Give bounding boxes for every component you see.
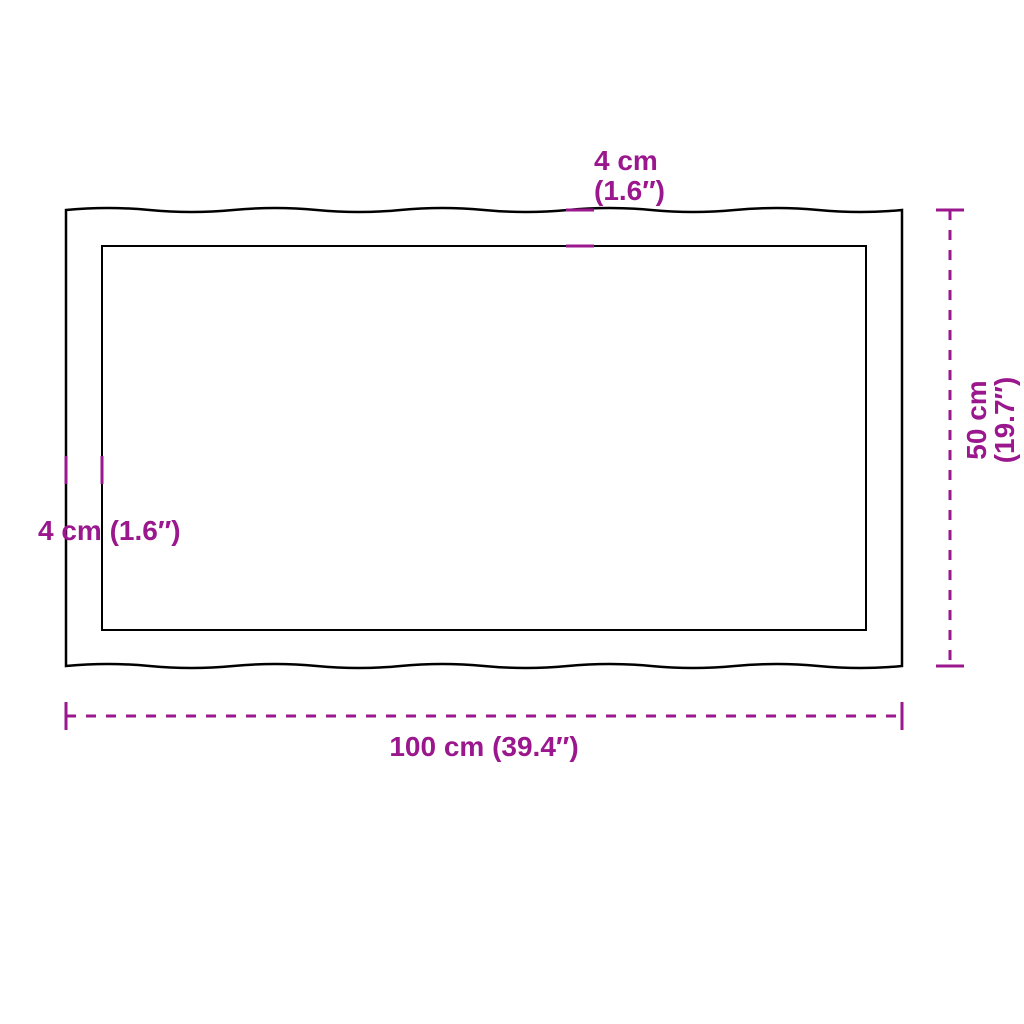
- dim-frame-left: [66, 456, 102, 484]
- label-width: 100 cm (39.4″): [389, 731, 578, 762]
- label-frame-top-line1: 4 cm: [594, 145, 658, 176]
- dim-width: [66, 702, 902, 730]
- inner-panel-outline: [102, 246, 866, 630]
- outer-slab-outline: [66, 208, 902, 668]
- dim-height: [936, 210, 964, 666]
- dim-frame-top: [566, 210, 594, 246]
- label-height-line1: 50 cm: [961, 380, 992, 459]
- label-height-line2: (19.7″): [989, 377, 1020, 464]
- label-frame-left: 4 cm (1.6″): [38, 515, 181, 546]
- label-frame-top-line2: (1.6″): [594, 175, 665, 206]
